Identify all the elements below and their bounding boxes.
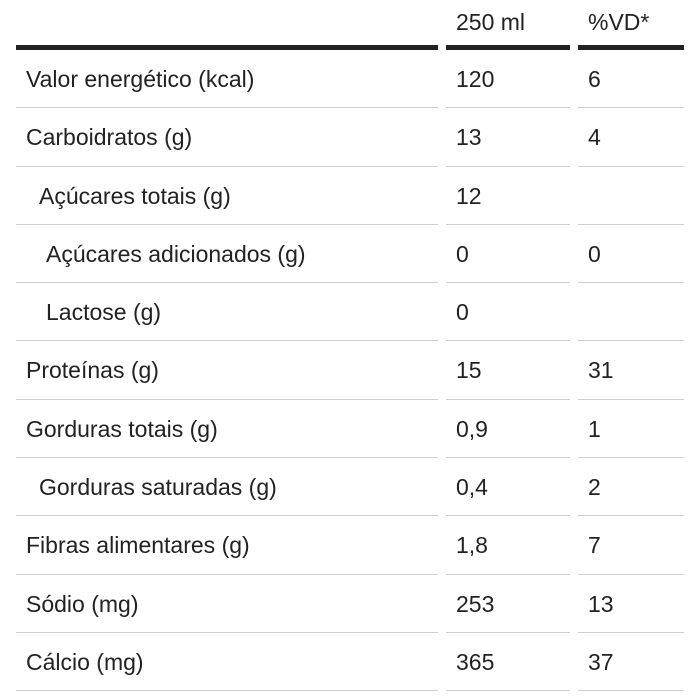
portion-value: 120 bbox=[456, 66, 495, 92]
daily-value: 31 bbox=[588, 357, 614, 384]
nutrient-label: Carboidratos (g) bbox=[26, 124, 193, 151]
header-portion: 250 ml bbox=[456, 9, 526, 35]
daily-value: 13 bbox=[588, 590, 614, 617]
portion-value: 253 bbox=[456, 590, 495, 617]
row-divider bbox=[578, 340, 684, 342]
row-divider bbox=[578, 457, 684, 459]
daily-value: 2 bbox=[588, 474, 601, 501]
daily-value: 7 bbox=[588, 532, 601, 559]
table-header: 250 ml %VD* bbox=[0, 0, 700, 50]
row-divider bbox=[16, 107, 438, 109]
nutrient-label: Proteínas (g) bbox=[26, 357, 159, 384]
table-row: Carboidratos (g) 13 4 bbox=[0, 108, 700, 167]
table-row: Gorduras totais (g) 0,9 1 bbox=[0, 400, 700, 459]
daily-value: 4 bbox=[588, 124, 601, 151]
row-divider bbox=[446, 631, 570, 633]
row-divider bbox=[446, 515, 570, 517]
table-row: Valor energético (kcal) 120 6 bbox=[0, 50, 700, 109]
nutrient-label: Lactose (g) bbox=[46, 299, 162, 326]
portion-value: 0 bbox=[456, 240, 469, 267]
nutrient-label: Cálcio (mg) bbox=[26, 648, 144, 675]
row-divider bbox=[446, 282, 570, 284]
daily-value: 0 bbox=[588, 240, 601, 267]
table-row: Fibras alimentares (g) 1,8 7 bbox=[0, 516, 700, 575]
portion-value: 1,8 bbox=[456, 532, 488, 559]
portion-value: 0,4 bbox=[456, 474, 488, 501]
table-body: Valor energético (kcal) 120 6 Carboidrat… bbox=[0, 50, 700, 692]
row-divider bbox=[446, 107, 570, 109]
row-divider bbox=[578, 165, 684, 167]
daily-value: 1 bbox=[588, 415, 601, 442]
table-row: Cálcio (mg) 365 37 bbox=[0, 633, 700, 692]
header-rule-nutrient bbox=[16, 45, 438, 50]
nutrient-label: Gorduras saturadas (g) bbox=[39, 474, 277, 501]
row-divider bbox=[16, 631, 438, 633]
header-rule-portion bbox=[446, 45, 570, 50]
table-row: Gorduras saturadas (g) 0,4 2 bbox=[0, 458, 700, 517]
portion-value: 13 bbox=[456, 124, 482, 151]
nutrient-label: Gorduras totais (g) bbox=[26, 415, 218, 442]
row-divider bbox=[16, 340, 438, 342]
row-divider bbox=[16, 457, 438, 459]
table-row: Proteínas (g) 15 31 bbox=[0, 341, 700, 400]
row-divider bbox=[578, 573, 684, 575]
row-divider bbox=[446, 165, 570, 167]
table-row: Sódio (mg) 253 13 bbox=[0, 575, 700, 633]
nutrient-label: Fibras alimentares (g) bbox=[26, 532, 250, 559]
daily-value: 6 bbox=[588, 66, 601, 92]
row-divider bbox=[16, 573, 438, 575]
row-divider bbox=[446, 690, 570, 692]
portion-value: 12 bbox=[456, 182, 482, 209]
row-divider bbox=[16, 282, 438, 284]
nutrient-label: Sódio (mg) bbox=[26, 590, 139, 617]
portion-value: 15 bbox=[456, 357, 482, 384]
row-divider bbox=[446, 457, 570, 459]
row-divider bbox=[446, 573, 570, 575]
nutrient-label: Açúcares totais (g) bbox=[39, 182, 231, 209]
row-divider bbox=[578, 223, 684, 225]
nutrient-label: Açúcares adicionados (g) bbox=[46, 240, 306, 267]
table-row: Açúcares adicionados (g) 0 0 bbox=[0, 225, 700, 284]
row-divider bbox=[578, 282, 684, 284]
row-divider bbox=[16, 515, 438, 517]
row-divider bbox=[578, 398, 684, 400]
table-row: Açúcares totais (g) 12 bbox=[0, 167, 700, 225]
header-rule-daily-value bbox=[578, 45, 684, 50]
portion-value: 365 bbox=[456, 648, 495, 675]
table-row: Lactose (g) 0 bbox=[0, 283, 700, 342]
row-divider bbox=[446, 398, 570, 400]
row-divider bbox=[578, 515, 684, 517]
row-divider bbox=[446, 223, 570, 225]
daily-value: 37 bbox=[588, 648, 614, 675]
row-divider bbox=[16, 690, 438, 692]
row-divider bbox=[16, 398, 438, 400]
nutrient-label: Valor energético (kcal) bbox=[26, 66, 255, 92]
row-divider bbox=[578, 107, 684, 109]
row-divider bbox=[16, 165, 438, 167]
portion-value: 0 bbox=[456, 299, 469, 326]
row-divider bbox=[578, 690, 684, 692]
row-divider bbox=[446, 340, 570, 342]
portion-value: 0,9 bbox=[456, 415, 488, 442]
header-daily-value: %VD* bbox=[588, 9, 650, 35]
row-divider bbox=[16, 223, 438, 225]
row-divider bbox=[578, 631, 684, 633]
